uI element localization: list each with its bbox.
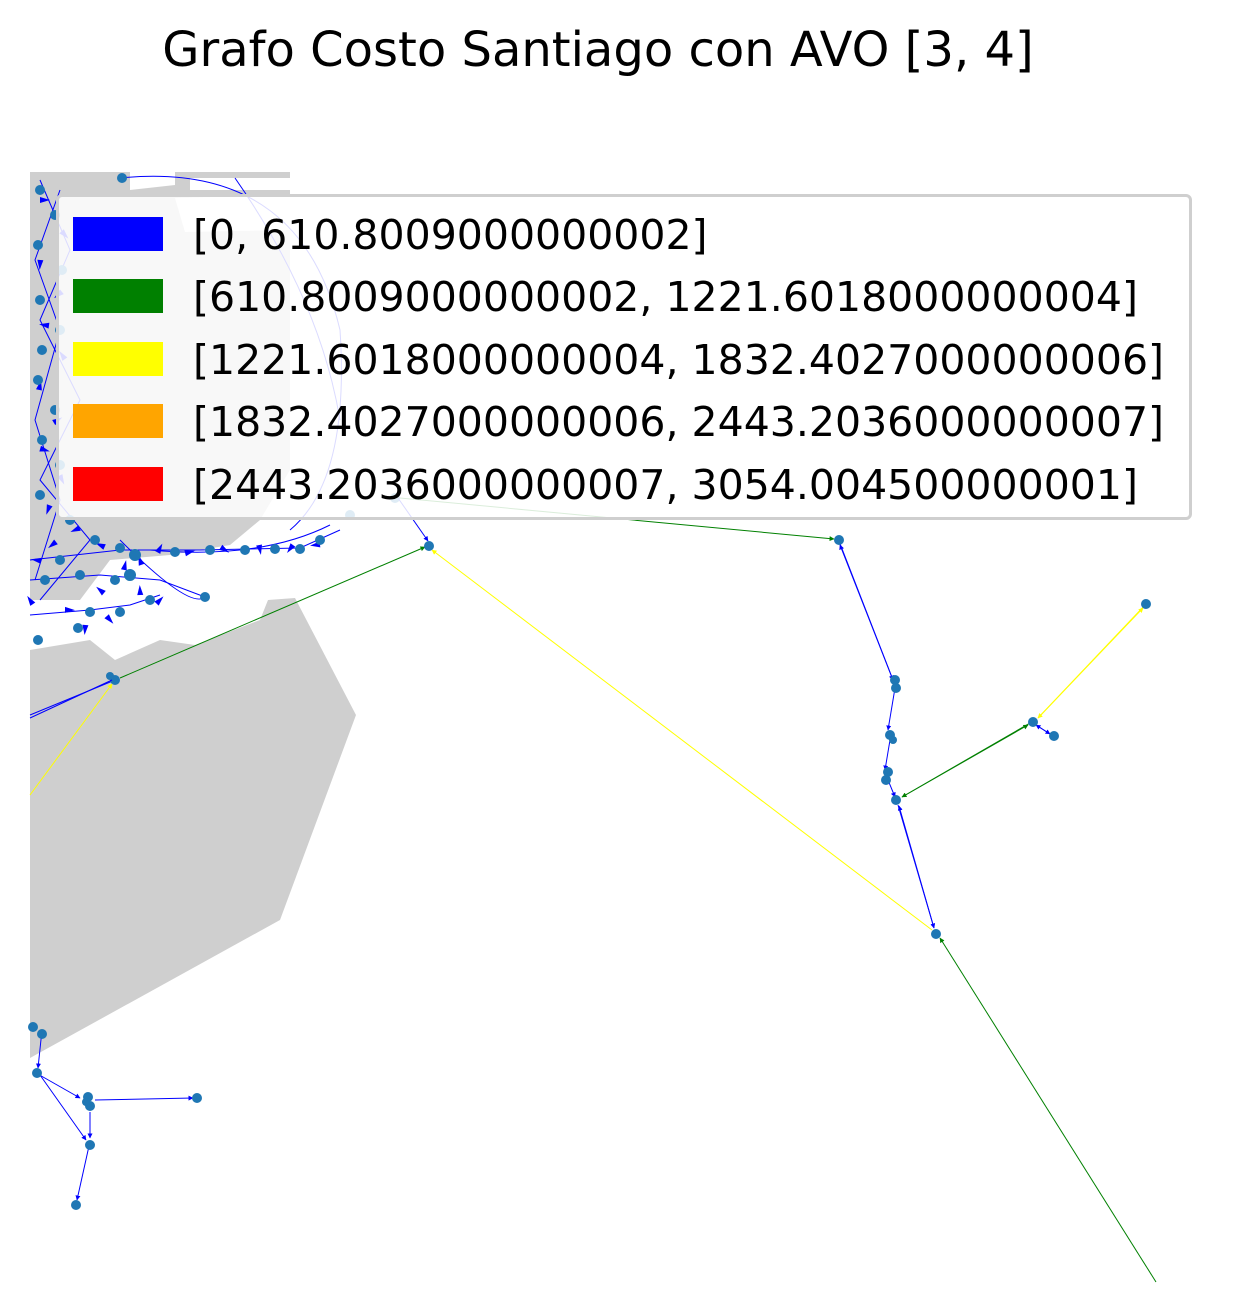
edge-arrowhead (96, 586, 106, 596)
edge-arrowhead (219, 544, 230, 553)
edge-arrowhead (137, 585, 144, 596)
edge-arrowhead (39, 322, 50, 329)
legend-swatch (73, 217, 163, 251)
edge-arrowhead (256, 544, 262, 555)
right-chain-edges (838, 540, 1051, 929)
edge-arrowhead (37, 259, 44, 270)
edge-arrowhead (155, 543, 163, 554)
edge-arrowhead (48, 539, 58, 549)
edge-arrowhead (31, 557, 42, 564)
edge-arrowhead (39, 445, 50, 452)
legend-label: [2443.2036000000007, 3054.004500000001] (193, 461, 1138, 509)
legend-label: [0, 610.8009000000002] (193, 211, 708, 259)
edge-arrowhead (27, 595, 36, 606)
edge-arrowhead (64, 606, 75, 613)
edge-green-3 (939, 937, 1157, 1283)
legend-label: [1221.6018000000004, 1832.4027000000006] (193, 336, 1165, 384)
edge-green-4b (901, 724, 1029, 798)
edge-yellow-2 (431, 549, 933, 931)
chart-title: Grafo Costo Santiago con AVO [3, 4] (162, 22, 1034, 78)
edge-yellow-1 (29, 683, 113, 796)
edge-arrowhead (120, 560, 127, 571)
bottom-left-nodes (28, 1022, 202, 1210)
legend-swatch (73, 467, 163, 501)
edge-arrowhead (40, 197, 50, 203)
edge-arrowhead (70, 525, 81, 532)
edge-blue-2 (29, 679, 113, 719)
edge-green-2 (119, 546, 426, 679)
edge-arrowhead (184, 550, 195, 557)
edge-arrowhead (82, 624, 89, 635)
edge-arrowhead (95, 542, 106, 550)
legend: [0, 610.8009000000002] [610.800900000000… (56, 194, 1192, 520)
legend-swatch (73, 342, 163, 376)
legend-swatch (73, 279, 163, 313)
legend-label: [610.8009000000002, 1221.6018000000004] (193, 273, 1138, 321)
legend-swatch (73, 404, 163, 438)
edge-arrowhead (104, 614, 114, 624)
edge-yellow-3b (1037, 607, 1144, 719)
bottom-left-edges (35, 1029, 194, 1201)
right-chain-nodes (424, 535, 1151, 939)
legend-label: [1832.4027000000006, 2443.2036000000007] (193, 398, 1165, 446)
land-area-south (30, 598, 356, 1058)
edge-arrowhead (287, 543, 296, 554)
edge-arrowhead (154, 596, 164, 606)
edge-arrowhead (46, 504, 53, 515)
